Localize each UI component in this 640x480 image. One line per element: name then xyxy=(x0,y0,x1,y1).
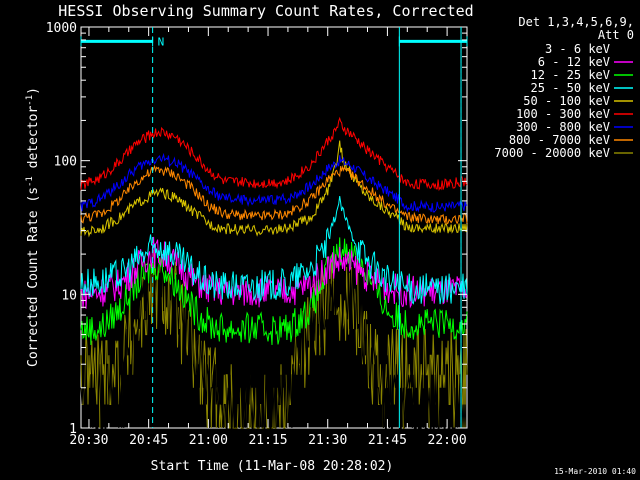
x-tick-label: 22:00 xyxy=(428,433,467,448)
legend-label: 3 - 6 keV xyxy=(545,42,610,56)
legend-label: 25 - 50 keV xyxy=(531,81,610,95)
series-line xyxy=(80,152,468,213)
x-tick-label: 21:30 xyxy=(308,433,347,448)
x-tick-label: 20:45 xyxy=(129,433,168,448)
y-tick-label: 1 xyxy=(69,422,77,437)
legend-header-line-1: Det 1,3,4,5,6,9, xyxy=(518,15,634,29)
series-line xyxy=(80,116,468,192)
legend-label: 7000 - 20000 keV xyxy=(494,146,610,160)
series-line xyxy=(80,140,468,238)
y-tick-label: 1000 xyxy=(46,21,77,36)
legend-label: 800 - 7000 keV xyxy=(509,133,610,147)
legend-label: 12 - 25 keV xyxy=(531,68,610,82)
legend-label: 6 - 12 keV xyxy=(538,55,610,69)
chart-title: HESSI Observing Summary Count Rates, Cor… xyxy=(58,2,473,20)
series-line xyxy=(80,164,468,225)
legend-header-line-2: Att 0 xyxy=(598,28,634,42)
x-axis-label: Start Time (11-Mar-08 20:28:02) xyxy=(151,459,394,474)
y-tick-label: 10 xyxy=(61,288,77,303)
legend-label: 300 - 800 keV xyxy=(516,120,610,134)
y-tick-label: 100 xyxy=(54,155,77,170)
footer-timestamp: 15-Mar-2010 01:40 xyxy=(554,467,636,476)
series-line xyxy=(80,249,468,429)
legend-label: 100 - 300 keV xyxy=(516,107,610,121)
x-tick-label: 21:00 xyxy=(189,433,228,448)
legend-label: 50 - 100 keV xyxy=(523,94,610,108)
x-tick-label: 21:45 xyxy=(368,433,407,448)
series-line xyxy=(80,219,467,429)
x-tick-label: 20:30 xyxy=(69,433,108,448)
annotation-n: N xyxy=(158,35,165,48)
series-line xyxy=(80,196,468,305)
y-axis-label: Corrected Count Rate (s-1 detector-1) xyxy=(25,87,41,367)
x-tick-label: 21:15 xyxy=(248,433,287,448)
